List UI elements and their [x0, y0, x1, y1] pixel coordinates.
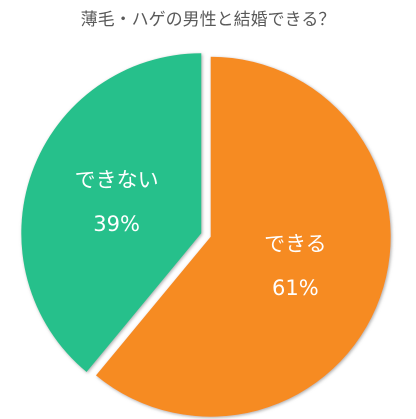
chart-title: 薄毛・ハゲの男性と結婚できる？ [81, 10, 336, 30]
pie-slice [21, 53, 202, 372]
slice-value-label: 61% [272, 276, 319, 300]
slice-category-label: できない [75, 168, 159, 192]
slice-value-label: 39% [93, 212, 140, 236]
slice-category-label: できる [264, 232, 327, 256]
pie-slice [95, 56, 391, 417]
